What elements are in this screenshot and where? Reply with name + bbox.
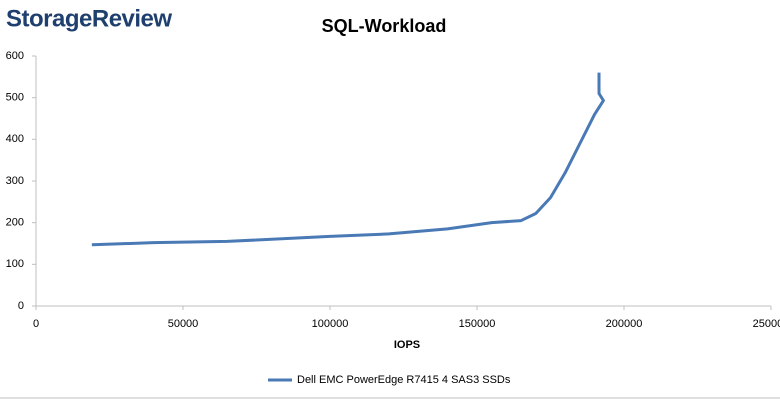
y-tick-label: 200 xyxy=(6,217,24,229)
x-tick-label: 150000 xyxy=(459,318,496,330)
brand-logo: StorageReview xyxy=(6,5,172,32)
x-axis-label: IOPS xyxy=(394,339,420,351)
y-tick-label: 400 xyxy=(6,133,24,145)
y-tick-label: 600 xyxy=(6,50,24,62)
chart-title: SQL-Workload xyxy=(322,16,447,36)
y-tick-label: 500 xyxy=(6,92,24,104)
y-tick-label: 300 xyxy=(6,175,24,187)
x-tick-label: 200000 xyxy=(606,318,643,330)
y-tick-label: 100 xyxy=(6,258,24,270)
legend-label: Dell EMC PowerEdge R7415 4 SAS3 SSDs xyxy=(297,374,511,386)
x-tick-label: 50000 xyxy=(168,318,199,330)
y-tick-label: 0 xyxy=(18,300,24,312)
x-tick-label: 0 xyxy=(33,318,39,330)
data-line xyxy=(91,72,605,247)
x-tick-label: 100000 xyxy=(312,318,349,330)
x-tick-label: 250000 xyxy=(753,318,780,330)
